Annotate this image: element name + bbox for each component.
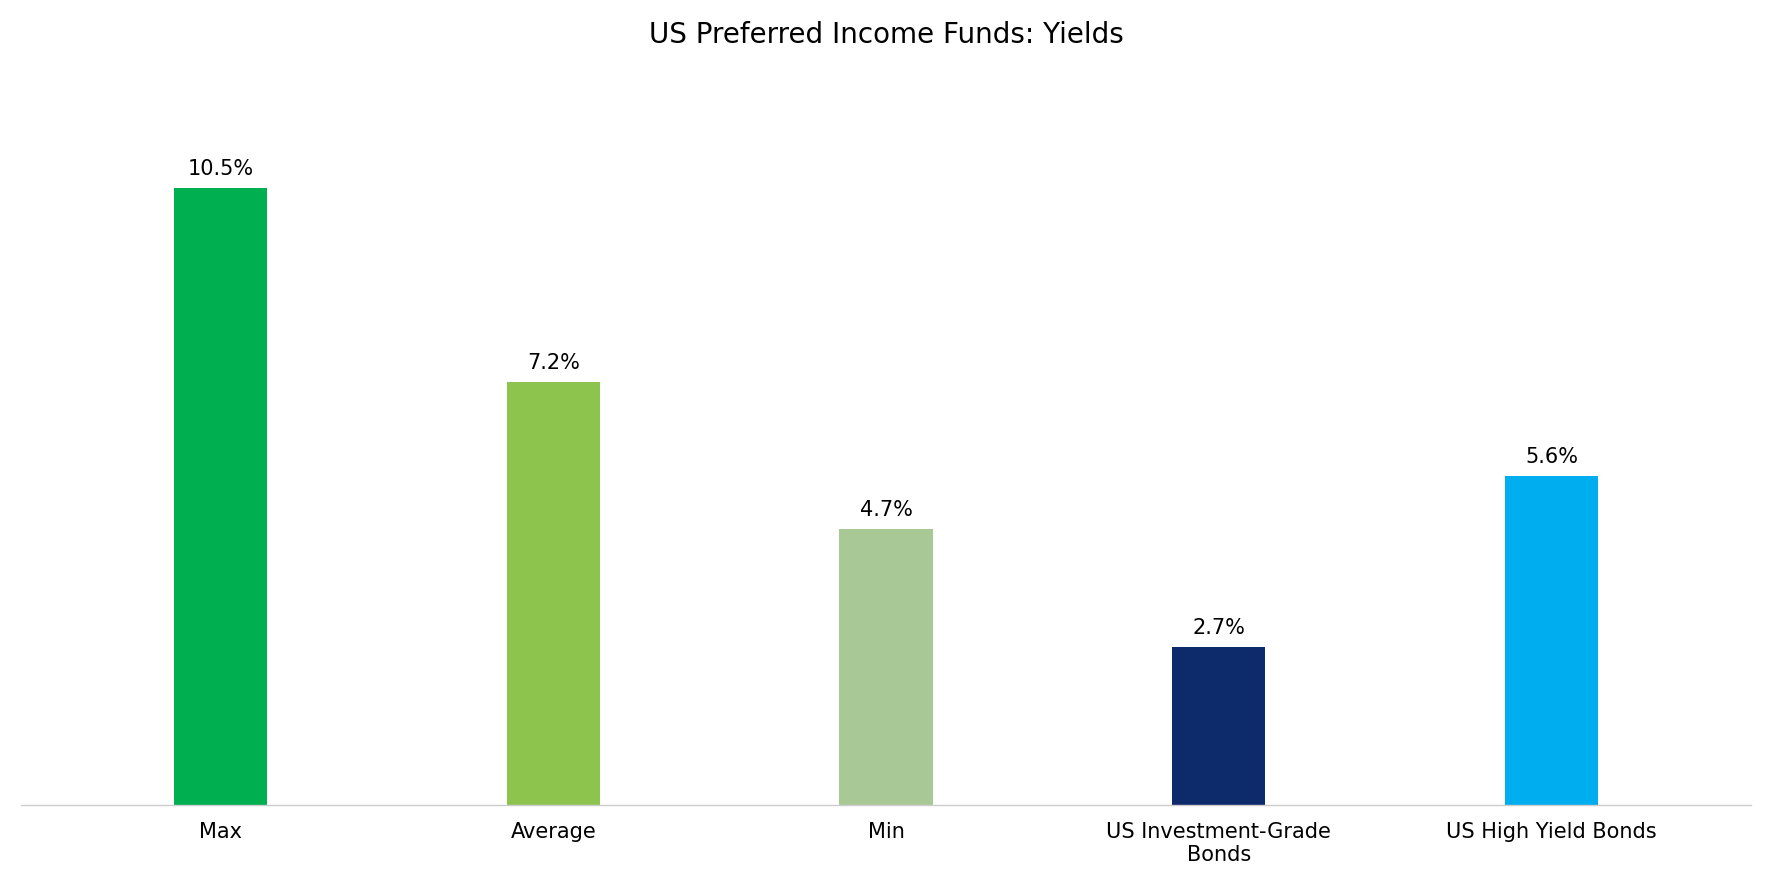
Text: 4.7%: 4.7% — [859, 501, 913, 520]
Bar — [1171, 647, 1265, 805]
Bar — [840, 529, 932, 805]
Bar — [507, 382, 601, 805]
Text: 7.2%: 7.2% — [526, 354, 579, 373]
Bar — [1504, 476, 1598, 805]
Text: 10.5%: 10.5% — [188, 159, 253, 179]
Title: US Preferred Income Funds: Yields: US Preferred Income Funds: Yields — [649, 21, 1123, 49]
Text: 2.7%: 2.7% — [1193, 618, 1246, 638]
Bar — [174, 188, 268, 805]
Text: 5.6%: 5.6% — [1526, 447, 1579, 467]
